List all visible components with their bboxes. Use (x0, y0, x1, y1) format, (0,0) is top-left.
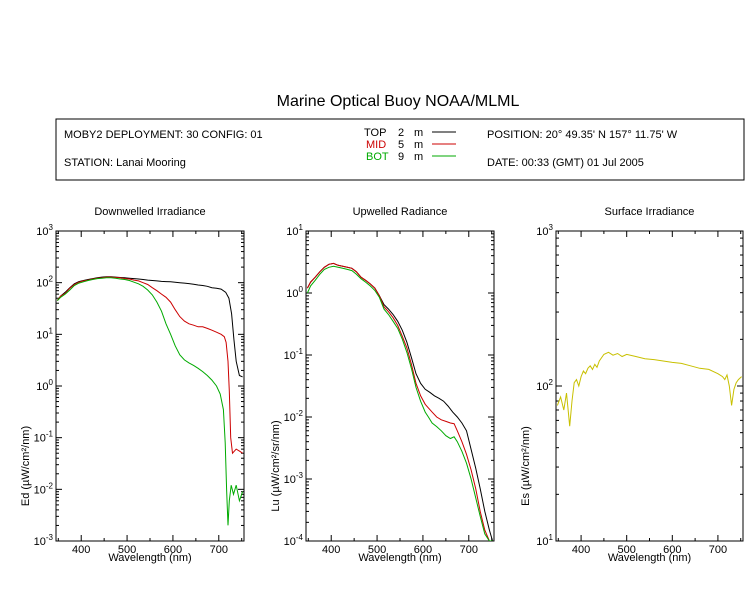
station-text: STATION: Lanai Mooring (64, 157, 186, 169)
deployment-text: MOBY2 DEPLOYMENT: 30 CONFIG: 01 (64, 129, 263, 141)
downwelled-irradiance-series-bot (57, 277, 244, 526)
downwelled-irradiance-ytick-label-1: 101 (36, 326, 53, 341)
downwelled-irradiance-plot: Downwelled Irradiance 400 500 600 700 10-3 10-… (20, 206, 245, 564)
downwelled-irradiance-series-top (56, 276, 243, 378)
legend-depth-top: 2 (398, 127, 404, 139)
upwelled-radiance-xtick-label-600: 600 (414, 544, 432, 556)
surface-irradiance-xtick-label-600: 600 (663, 544, 681, 556)
downwelled-irradiance-xtick-label-400: 400 (72, 544, 90, 556)
upwelled-radiance-xtick-label-500: 500 (368, 544, 386, 556)
upwelled-radiance-ytick-label--3: 10-3 (284, 471, 304, 486)
legend-unit-bot: m (414, 151, 423, 163)
downwelled-irradiance-ytick-label--3: 10-3 (34, 533, 54, 548)
legend-depth-bot: 9 (398, 151, 404, 163)
downwelled-irradiance-ytick-label-3: 103 (36, 223, 53, 238)
downwelled-irradiance-xtick-label-500: 500 (118, 544, 136, 556)
upwelled-radiance-plot: Upwelled Radiance 400 500 600 700 10-4 10-3 10-… (270, 206, 495, 564)
legend-unit-top: m (414, 127, 423, 139)
info-box (55, 118, 745, 181)
legend-label-bot: BOT (366, 151, 389, 163)
legend-label-mid: MID (366, 139, 386, 151)
downwelled-irradiance-ytick-label-0: 100 (36, 378, 53, 393)
downwelled-irradiance-xtick-label-600: 600 (164, 544, 182, 556)
page-title: Marine Optical Buoy NOAA/MLML (277, 93, 520, 110)
downwelled-irradiance-ytick-label--1: 10-1 (34, 430, 54, 445)
upwelled-radiance-ytick-label--2: 10-2 (284, 409, 304, 424)
upwelled-radiance-xtick-label-400: 400 (322, 544, 340, 556)
upwelled-radiance-xtick-label-700: 700 (460, 544, 478, 556)
legend-unit-mid: m (414, 139, 423, 151)
upwelled-radiance-series-mid (306, 262, 493, 541)
surface-irradiance-xtick-label-700: 700 (709, 544, 727, 556)
downwelled-irradiance-frame (55, 230, 245, 542)
downwelled-irradiance-xlabel: Wavelength (nm) (108, 552, 191, 564)
downwelled-irradiance-series-mid (56, 276, 243, 455)
downwelled-irradiance-xtick-label-700: 700 (210, 544, 228, 556)
surface-irradiance-title: Surface Irradiance (605, 206, 695, 218)
legend-label-top: TOP (364, 127, 386, 139)
surface-irradiance-xtick-label-500: 500 (618, 544, 636, 556)
upwelled-radiance-ylabel: Lu (µW/cm²/sr/nm) (270, 420, 282, 511)
upwelled-radiance-series-top (306, 262, 494, 541)
upwelled-radiance-xlabel: Wavelength (nm) (358, 552, 441, 564)
surface-irradiance-ytick-label-3: 103 (536, 223, 553, 238)
legend: TOP 2 m MID 5 m BOT 9 m (364, 127, 456, 163)
upwelled-radiance-series-group (306, 262, 494, 541)
upwelled-radiance-series-bot (306, 265, 493, 541)
downwelled-irradiance-ylabel: Ed (µW/cm²/nm) (20, 426, 32, 506)
upwelled-radiance-frame (305, 230, 495, 542)
upwelled-radiance-ytick-label--1: 10-1 (284, 347, 304, 362)
surface-irradiance-series-group (556, 351, 742, 427)
surface-irradiance-plot: Surface Irradiance 400 500 600 700 101 102 103 W… (520, 206, 744, 564)
downwelled-irradiance-ytick-label-2: 102 (36, 275, 53, 290)
position-text: POSITION: 20° 49.35' N 157° 11.75' W (487, 129, 678, 141)
legend-depth-mid: 5 (398, 139, 404, 151)
surface-irradiance-ytick-label-2: 102 (536, 378, 553, 393)
surface-irradiance-ytick-label-1: 101 (536, 533, 553, 548)
date-text: DATE: 00:33 (GMT) 01 Jul 2005 (487, 157, 644, 169)
surface-irradiance-series-es (556, 351, 742, 427)
plots-group: Downwelled Irradiance 400 500 600 700 10-3 10-… (20, 206, 744, 564)
downwelled-irradiance-title: Downwelled Irradiance (94, 206, 205, 218)
surface-irradiance-frame (555, 230, 744, 542)
downwelled-irradiance-ytick-label--2: 10-2 (34, 481, 54, 496)
upwelled-radiance-ytick-label-1: 101 (286, 223, 303, 238)
upwelled-radiance-ytick-label--4: 10-4 (284, 533, 304, 548)
surface-irradiance-xlabel: Wavelength (nm) (608, 552, 691, 564)
surface-irradiance-ylabel: Es (µW/cm²/nm) (520, 426, 532, 506)
upwelled-radiance-ytick-label-0: 100 (286, 285, 303, 300)
surface-irradiance-xtick-label-400: 400 (572, 544, 590, 556)
upwelled-radiance-title: Upwelled Radiance (353, 206, 448, 218)
downwelled-irradiance-series-group (56, 276, 244, 526)
